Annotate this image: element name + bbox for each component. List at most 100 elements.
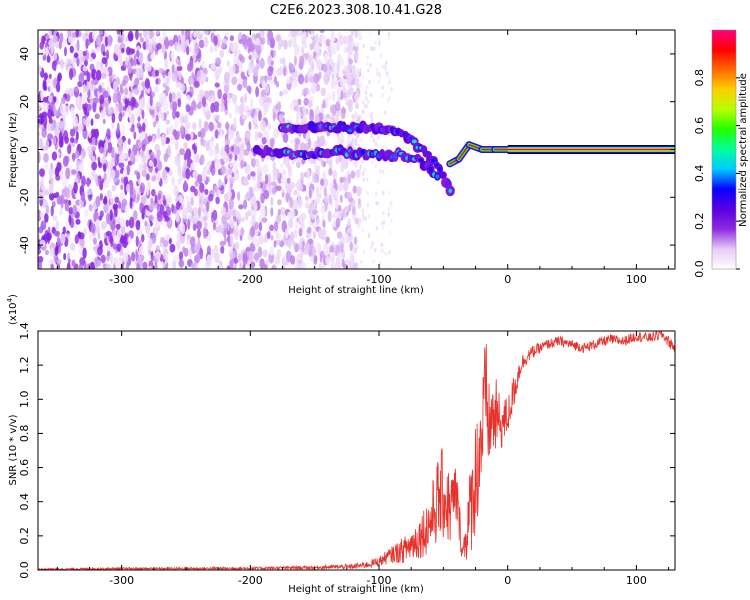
noise-speckle bbox=[370, 111, 373, 117]
noise-speckle bbox=[276, 101, 281, 112]
noise-speckle bbox=[309, 42, 314, 51]
noise-speckle bbox=[107, 161, 112, 172]
noise-speckle bbox=[167, 125, 174, 135]
noise-speckle bbox=[313, 198, 318, 208]
noise-speckle bbox=[55, 109, 59, 118]
noise-speckle bbox=[387, 266, 390, 269]
noise-speckle bbox=[190, 162, 196, 171]
noise-speckle bbox=[178, 251, 184, 261]
noise-speckle bbox=[215, 158, 222, 170]
noise-speckle bbox=[291, 35, 295, 47]
noise-speckle bbox=[378, 169, 382, 174]
noise-speckle bbox=[140, 89, 145, 96]
noise-speckle bbox=[316, 59, 323, 71]
noise-speckle bbox=[160, 133, 167, 145]
noise-speckle bbox=[387, 31, 391, 37]
noise-speckle bbox=[208, 121, 214, 132]
noise-speckle bbox=[372, 134, 376, 140]
noise-speckle bbox=[132, 60, 137, 67]
noise-speckle bbox=[360, 82, 363, 87]
noise-speckle bbox=[294, 104, 300, 113]
noise-speckle bbox=[220, 164, 226, 175]
noise-speckle bbox=[179, 174, 184, 181]
noise-speckle bbox=[299, 248, 304, 260]
noise-speckle bbox=[370, 118, 374, 124]
noise-speckle bbox=[50, 205, 54, 217]
noise-speckle bbox=[215, 196, 220, 205]
noise-speckle bbox=[363, 103, 366, 109]
noise-speckle bbox=[83, 227, 87, 236]
noise-speckle bbox=[63, 105, 70, 117]
noise-speckle bbox=[359, 164, 362, 170]
noise-speckle bbox=[250, 97, 254, 110]
noise-speckle bbox=[343, 180, 349, 192]
noise-speckle bbox=[376, 71, 379, 76]
noise-speckle bbox=[209, 140, 214, 149]
noise-speckle bbox=[179, 148, 185, 156]
noise-speckle bbox=[184, 115, 188, 124]
noise-speckle bbox=[138, 125, 143, 134]
noise-speckle bbox=[270, 234, 274, 241]
noise-speckle bbox=[330, 187, 337, 197]
noise-speckle bbox=[304, 242, 311, 253]
noise-speckle bbox=[169, 243, 176, 253]
noise-speckle bbox=[248, 150, 253, 160]
noise-speckle bbox=[130, 96, 136, 108]
noise-speckle bbox=[78, 263, 84, 269]
noise-speckle bbox=[367, 214, 371, 219]
noise-speckle bbox=[56, 236, 61, 246]
figure-title: C2E6.2023.308.10.41.G28 bbox=[270, 3, 442, 18]
noise-speckle bbox=[194, 243, 200, 254]
noise-speckle bbox=[188, 248, 192, 258]
noise-speckle bbox=[338, 34, 344, 46]
noise-speckle bbox=[106, 250, 111, 257]
snr-y-tick-label: 0.6 bbox=[18, 459, 31, 477]
noise-speckle bbox=[253, 252, 260, 261]
noise-speckle bbox=[247, 64, 252, 77]
noise-speckle bbox=[72, 204, 78, 216]
noise-speckle bbox=[347, 173, 351, 184]
noise-speckle bbox=[123, 252, 129, 263]
noise-speckle bbox=[203, 120, 209, 133]
noise-speckle bbox=[129, 72, 133, 81]
noise-speckle bbox=[200, 191, 204, 203]
noise-speckle bbox=[241, 33, 248, 46]
noise-speckle bbox=[224, 109, 229, 116]
noise-speckle bbox=[250, 110, 255, 119]
trace-upper-blob-core bbox=[431, 158, 437, 163]
noise-speckle bbox=[387, 212, 391, 217]
noise-speckle bbox=[288, 62, 293, 72]
noise-speckle bbox=[388, 249, 391, 255]
noise-speckle bbox=[118, 162, 125, 168]
noise-speckle bbox=[261, 137, 267, 145]
noise-speckle bbox=[352, 185, 357, 194]
noise-speckle bbox=[296, 191, 301, 199]
noise-speckle bbox=[247, 209, 252, 217]
noise-speckle bbox=[342, 232, 349, 244]
noise-speckle bbox=[206, 200, 210, 213]
noise-speckle bbox=[308, 56, 312, 63]
noise-speckle bbox=[264, 84, 270, 94]
noise-speckle bbox=[115, 223, 121, 230]
noise-speckle bbox=[294, 55, 297, 66]
noise-speckle bbox=[120, 184, 124, 191]
noise-speckle bbox=[158, 67, 164, 74]
spectrogram-y-tick-label: -20 bbox=[18, 188, 31, 206]
noise-speckle bbox=[248, 250, 254, 262]
noise-speckle bbox=[354, 217, 359, 225]
noise-speckle bbox=[118, 112, 123, 122]
noise-speckle bbox=[117, 144, 124, 155]
noise-speckle bbox=[121, 198, 128, 207]
noise-speckle bbox=[186, 62, 193, 72]
noise-speckle bbox=[389, 200, 392, 205]
noise-speckle bbox=[370, 133, 373, 139]
noise-speckle bbox=[217, 122, 222, 129]
noise-speckle bbox=[353, 236, 358, 245]
noise-speckle bbox=[77, 96, 82, 107]
noise-speckle bbox=[366, 61, 369, 67]
noise-speckle bbox=[316, 135, 320, 145]
noise-speckle bbox=[56, 258, 62, 265]
noise-speckle bbox=[274, 254, 281, 266]
noise-speckle bbox=[161, 169, 168, 181]
